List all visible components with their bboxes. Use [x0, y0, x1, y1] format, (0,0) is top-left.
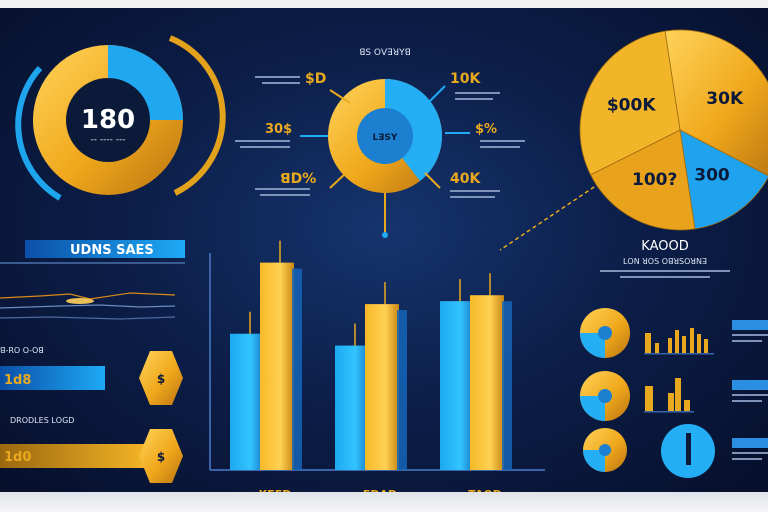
bar-shade	[502, 301, 512, 470]
pie-slice-label: 30K	[706, 89, 744, 109]
bar-chart-title-plate	[25, 240, 185, 258]
bar	[230, 333, 264, 470]
left-bar-1-caption: ꓭ-ꓣꓳ ꓳ-ꓳꓭ	[0, 346, 44, 355]
left-line-chart	[0, 292, 176, 320]
mini-pie-2	[580, 371, 630, 421]
pie-slice	[679, 129, 768, 230]
donut-outer-arc-blue	[15, 65, 62, 201]
svg-text:$: $	[157, 450, 165, 464]
donut-chart-top-center: ꓭꓢ ꓳꓦꓱꓤꓬꓭ ꓡꓱꓢꓬ $D 10K 30$ $% ꓭD% 40K	[235, 48, 525, 238]
horizontal-bar-1-label: 1d8	[4, 373, 31, 388]
callout-fine-print	[235, 76, 525, 198]
bar-chart-center: KEEDEDADTAOD	[209, 240, 545, 498]
left-panel: UDNS SAES ꓭ-ꓣꓳ ꓳ-ꓳꓭ ꓓꓣꓳꓓꓡꓰꓢ ꓡꓳꓖꓓ 1d8 1d0…	[0, 240, 185, 483]
pie-slice	[590, 129, 696, 231]
center-donut-title: ꓭꓢ ꓳꓦꓱꓤꓬꓭ	[359, 48, 411, 58]
bar	[260, 262, 294, 470]
center-donut-hole	[357, 108, 413, 164]
floor-shadow	[0, 492, 768, 512]
mini-pie-3	[583, 428, 627, 472]
bar	[335, 345, 369, 470]
center-donut-slice-blue	[385, 79, 443, 181]
left-bar-2-caption: ꓓꓣꓳꓓꓡꓰꓢ ꓡꓳꓖꓓ	[10, 416, 74, 425]
callout-label-3: 30$	[265, 122, 292, 137]
callout-line-3	[329, 170, 349, 189]
pie-slice	[579, 30, 681, 176]
bar-shade	[397, 310, 407, 470]
donut-center-sub: -- ---- ---	[91, 135, 126, 145]
hexagon-badge-2	[139, 429, 183, 483]
right-panel: KAOOD ꓡꓳꓠ ꓤꓳꓢ ꓳꓭꓤꓢꓳꓤꓠꓱ	[580, 239, 768, 478]
callout-line-4	[427, 85, 446, 104]
horizontal-bar-2-label: 1d0	[4, 450, 31, 465]
pie-slice-label: 300	[694, 166, 730, 186]
bar	[470, 295, 504, 470]
center-donut-stem-dot	[382, 232, 388, 238]
callout-label-5: ꓭD%	[280, 171, 316, 187]
donut-hole	[66, 78, 150, 162]
mini-bar-chart-2	[644, 378, 694, 413]
chart-canvas: 180 -- ---- --- ꓭꓢ ꓳꓦꓱꓤꓬꓭ ꓡꓱꓢꓬ $D 10K 30…	[0, 29, 768, 498]
donut-chart-top-left: 180 -- ---- ---	[15, 35, 226, 201]
horizontal-bar-2	[0, 444, 150, 468]
callout-label-6: 40K	[450, 171, 481, 187]
bar-chart-title: UDNS SAES	[70, 243, 154, 258]
pie-chart-top-right: 30K 300 100? $00K	[579, 29, 768, 231]
donut-outer-arc-gold	[168, 35, 226, 196]
bar-shade	[292, 268, 302, 470]
pie-slice	[664, 29, 768, 177]
pie-slice-label: 100?	[632, 170, 677, 190]
pie-leader-line	[499, 182, 601, 251]
right-legend-blocks	[732, 320, 768, 448]
horizontal-bar-1	[0, 366, 105, 390]
hexagon-badge-1	[139, 351, 183, 405]
right-panel-title: KAOOD	[641, 239, 688, 254]
callout-label-2: 10K	[450, 71, 481, 87]
mini-donut	[661, 424, 715, 478]
callout-line-1	[329, 89, 351, 104]
callout-label-4: $%	[475, 122, 497, 137]
callout-line-6	[424, 172, 441, 189]
mini-bar-chart-1	[644, 328, 714, 355]
callout-label-1: $D	[305, 71, 326, 87]
bar	[440, 301, 474, 470]
donut-center-value: 180	[81, 105, 135, 135]
right-panel-subtitle: ꓡꓳꓠ ꓤꓳꓢ ꓳꓭꓤꓢꓳꓤꓠꓱ	[623, 257, 707, 266]
center-donut-label: ꓡꓱꓢꓬ	[373, 133, 398, 143]
svg-text:$: $	[157, 372, 165, 386]
mini-pie-1	[580, 308, 630, 358]
pie-slice-label: $00K	[607, 96, 656, 116]
dashboard-infographic: 180 -- ---- --- ꓭꓢ ꓳꓦꓱꓤꓬꓭ ꓡꓱꓢꓬ $D 10K 30…	[0, 8, 768, 498]
bar	[365, 304, 399, 470]
